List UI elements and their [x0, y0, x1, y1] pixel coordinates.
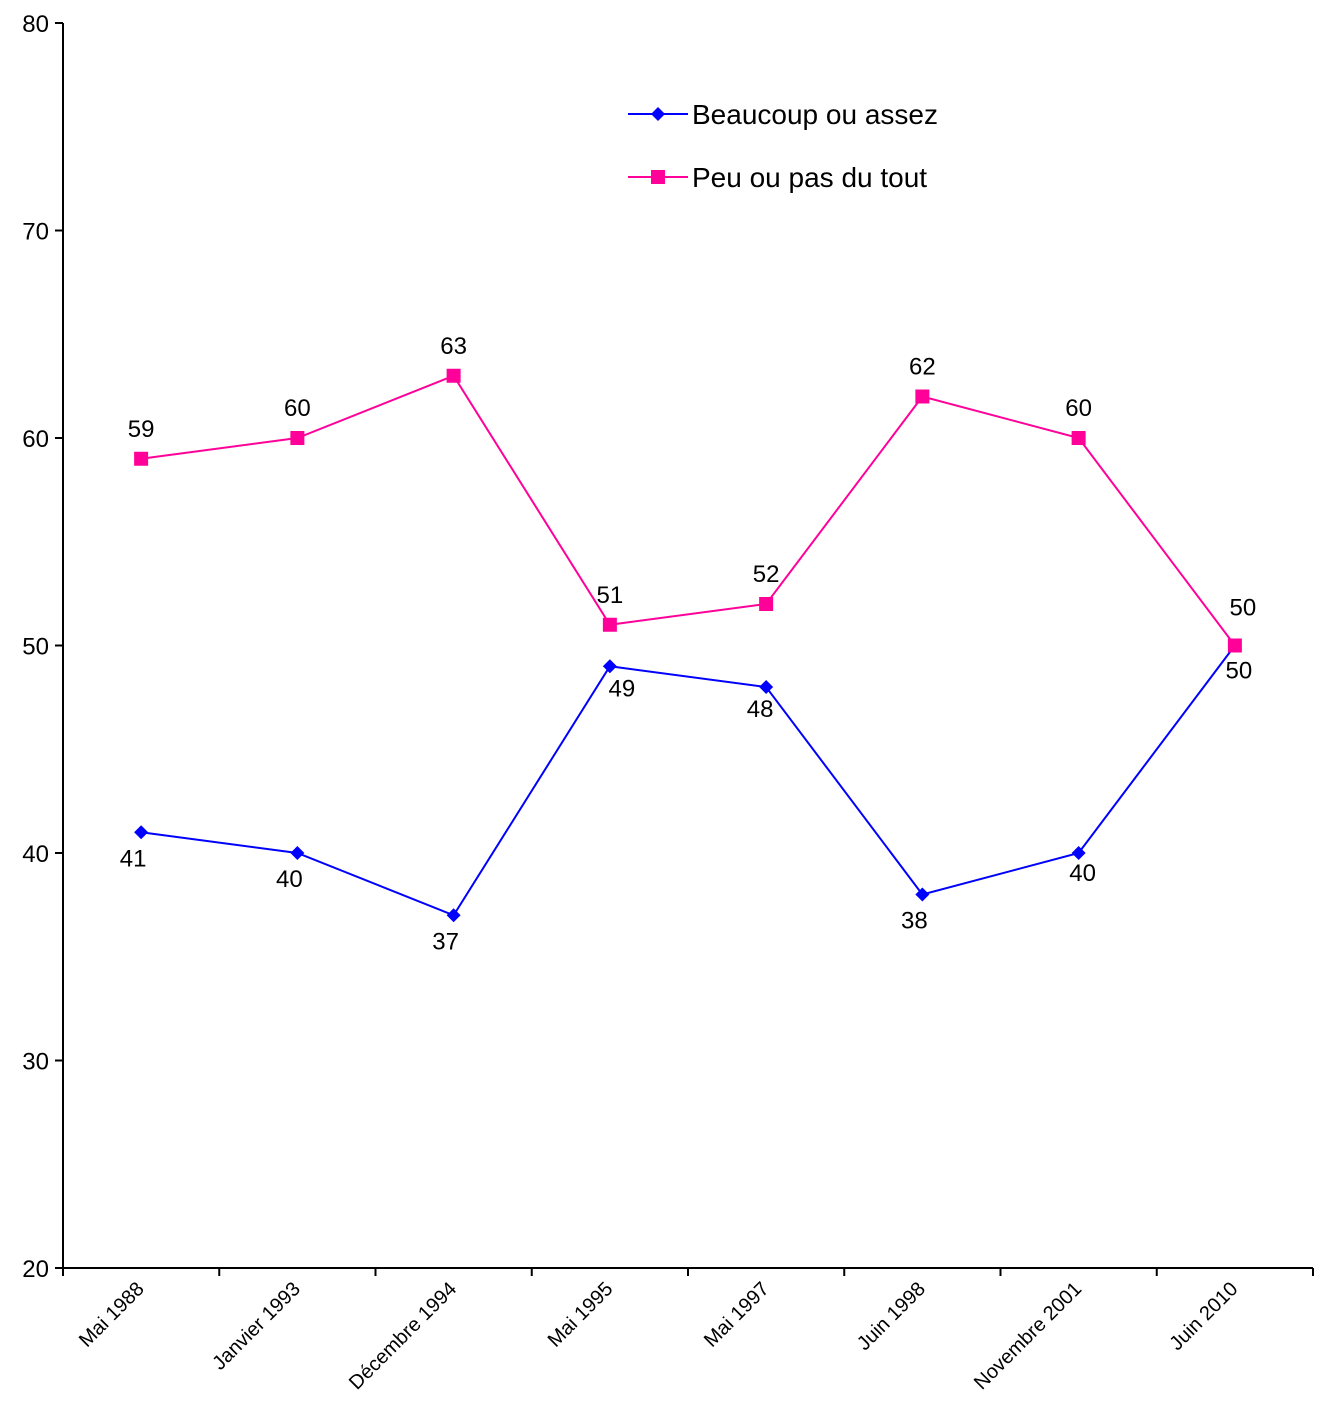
x-tick-label: Décembre 1994 [345, 1278, 461, 1394]
legend: Beaucoup ou assez Peu ou pas du tout [628, 99, 938, 193]
series-line [140, 644, 1236, 917]
data-point [1071, 431, 1086, 445]
data-label: 37 [432, 928, 459, 955]
legend-label: Beaucoup ou assez [692, 99, 938, 130]
axes: 20 30 40 50 60 70 80 Mai 1988 Janvier 1993 Décemb… [22, 11, 1314, 1394]
data-point [134, 451, 149, 466]
data-label: 63 [440, 333, 467, 360]
y-tick-label: 50 [22, 634, 49, 661]
data-label: 41 [120, 845, 147, 872]
x-tick-label: Juin 1998 [853, 1278, 930, 1355]
legend-label: Peu ou pas du tout [692, 162, 927, 193]
data-point [915, 887, 930, 902]
y-tick-label: 70 [22, 219, 49, 246]
data-point [134, 825, 149, 840]
series-lines [140, 374, 1236, 917]
data-label: 40 [1069, 860, 1096, 887]
data-point [602, 617, 617, 632]
data-point [759, 597, 774, 611]
data-label: 51 [597, 582, 624, 609]
series-markers [134, 368, 1242, 923]
data-label: 52 [753, 561, 780, 588]
data-point [290, 431, 305, 445]
data-point [290, 846, 305, 860]
data-labels: 59 60 63 51 52 62 60 50 41 40 37 49 48 38 40 50 [120, 333, 1256, 956]
data-point [1071, 846, 1086, 860]
data-label: 48 [747, 696, 774, 723]
legend-marker [651, 170, 665, 184]
x-tick-label: Janvier 1993 [208, 1278, 305, 1375]
data-point [915, 389, 930, 404]
x-tick-label: Novembre 2001 [970, 1278, 1086, 1394]
y-tick-label: 60 [22, 426, 49, 453]
data-label: 50 [1226, 658, 1253, 685]
data-point [759, 680, 774, 694]
y-tick-label: 40 [22, 841, 49, 868]
data-label: 59 [128, 416, 155, 443]
data-label: 40 [276, 866, 303, 893]
data-label: 62 [909, 354, 936, 381]
y-tick-label: 30 [22, 1049, 49, 1076]
data-label: 60 [1065, 395, 1092, 422]
data-label: 38 [901, 908, 928, 935]
x-tick-label: Mai 1988 [75, 1278, 149, 1352]
y-tick-label: 80 [22, 11, 49, 38]
data-point [602, 659, 617, 674]
data-point [1227, 638, 1242, 653]
data-point [446, 368, 461, 383]
data-label: 50 [1230, 595, 1257, 622]
data-label: 49 [609, 675, 636, 702]
x-tick-label: Mai 1995 [544, 1278, 618, 1352]
x-tick-label: Juin 2010 [1166, 1278, 1243, 1355]
legend-marker [651, 107, 665, 121]
series-line [140, 374, 1236, 647]
data-label: 60 [284, 395, 311, 422]
x-tick-label: Mai 1997 [700, 1278, 774, 1352]
y-tick-label: 20 [22, 1256, 49, 1283]
data-point [446, 908, 461, 923]
